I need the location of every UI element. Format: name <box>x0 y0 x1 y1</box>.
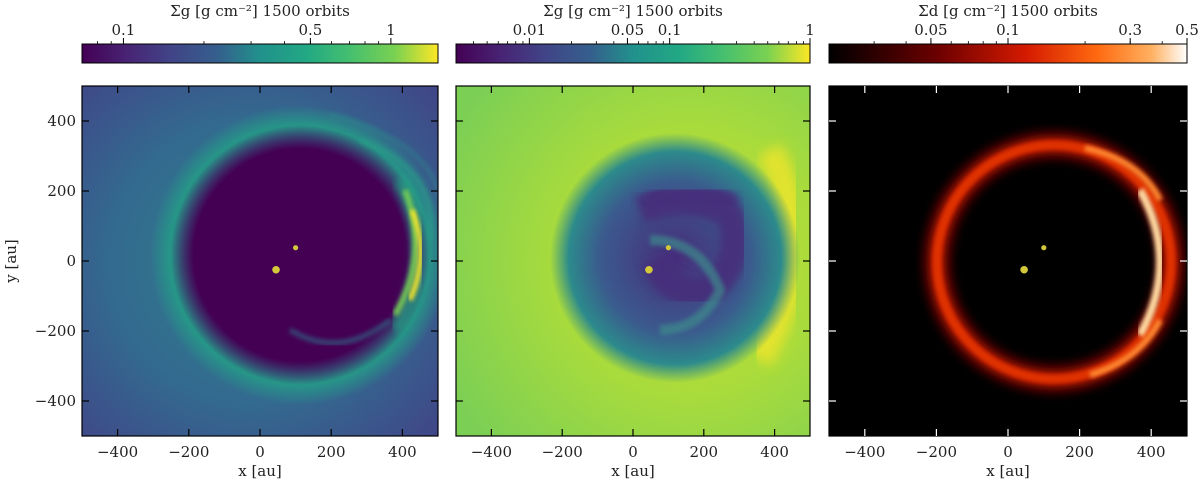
x-tick-label: 400 <box>388 443 417 461</box>
colorbar-tick-label: 0.5 <box>1175 21 1199 39</box>
axis-ticks-2: −400 −200 0 200 400 <box>456 86 810 461</box>
heatmap-3 <box>829 86 1187 436</box>
star-marker <box>272 265 280 274</box>
colorbar-3 <box>828 43 1188 64</box>
planet-marker <box>665 245 672 251</box>
colorbar-tick-label: 0.05 <box>611 21 644 39</box>
x-axis-label-3: x [au] <box>986 462 1030 480</box>
x-tick-label: −400 <box>844 443 885 461</box>
markers-2 <box>645 245 672 274</box>
colorbar-ticks-3: 0.05 0.1 0.3 0.5 <box>873 21 1199 44</box>
markers-1 <box>272 245 299 274</box>
x-tick-label: −200 <box>542 443 583 461</box>
panel-2: Σg [g cm⁻²] 1500 orbits 0.01 0.05 0.1 1 −40… <box>455 2 815 480</box>
x-tick-label: 400 <box>1137 443 1166 461</box>
colorbar-tick-label: 0.1 <box>996 21 1020 39</box>
colorbar-tick-label: 0.05 <box>914 21 947 39</box>
x-axis-label-2: x [au] <box>611 462 655 480</box>
colorbar-title-2: Σg [g cm⁻²] 1500 orbits <box>543 2 723 20</box>
axis-ticks-3: −400 −200 0 200 400 <box>829 86 1187 461</box>
colorbar-tick-label: 0.3 <box>1118 21 1142 39</box>
x-tick-label: −400 <box>471 443 512 461</box>
colorbar-title-3: Σd [g cm⁻²] 1500 orbits <box>918 2 1098 20</box>
x-tick-label: −200 <box>916 443 957 461</box>
heatmap-2 <box>456 86 810 436</box>
x-tick-label: −400 <box>97 443 138 461</box>
colorbar-tick-label: 1 <box>386 21 396 39</box>
colorbar-title-1: Σg [g cm⁻²] 1500 orbits <box>170 2 350 20</box>
x-tick-label: 0 <box>255 443 265 461</box>
colorbar-ticks-2: 0.01 0.05 0.1 1 <box>473 21 815 44</box>
x-tick-label: 200 <box>317 443 346 461</box>
colorbar-tick-label: 0.01 <box>513 21 546 39</box>
colorbar-tick-label: 0.5 <box>298 21 322 39</box>
markers-3 <box>1020 245 1047 274</box>
x-tick-label: 0 <box>1003 443 1013 461</box>
planet-marker <box>293 245 299 251</box>
x-tick-label: −200 <box>168 443 209 461</box>
star-marker <box>645 265 653 274</box>
x-tick-label: 0 <box>628 443 638 461</box>
heatmap-1 <box>82 86 438 436</box>
colorbar-1 <box>81 43 439 64</box>
axis-ticks-1: −400 −200 0 200 400 −400 −200 0 200 400 <box>35 86 438 461</box>
y-tick-label: −400 <box>35 392 76 410</box>
colorbar-ticks-1: 0.1 0.5 1 <box>97 21 396 44</box>
planet-marker <box>1041 245 1047 251</box>
panel-1: Σg [g cm⁻²] 1500 orbits 0.1 0.5 1 −400 −200… <box>2 2 439 480</box>
colorbar-tick-label: 0.1 <box>112 21 136 39</box>
star-marker <box>1020 265 1028 274</box>
x-axis-label-1: x [au] <box>238 462 282 480</box>
x-tick-label: 400 <box>760 443 789 461</box>
colorbar-tick-label: 0.1 <box>658 21 682 39</box>
y-axis-label-1: y [au] <box>2 239 20 284</box>
x-tick-label: 200 <box>1065 443 1094 461</box>
y-tick-label: 200 <box>47 182 76 200</box>
colorbar-2 <box>455 43 811 64</box>
panel-3: Σd [g cm⁻²] 1500 orbits 0.05 0.1 0.3 0.5 −4… <box>828 2 1199 480</box>
y-tick-label: −200 <box>35 322 76 340</box>
x-tick-label: 200 <box>689 443 718 461</box>
colorbar-tick-label: 1 <box>805 21 815 39</box>
y-tick-label: 400 <box>47 112 76 130</box>
y-tick-label: 0 <box>66 252 76 270</box>
